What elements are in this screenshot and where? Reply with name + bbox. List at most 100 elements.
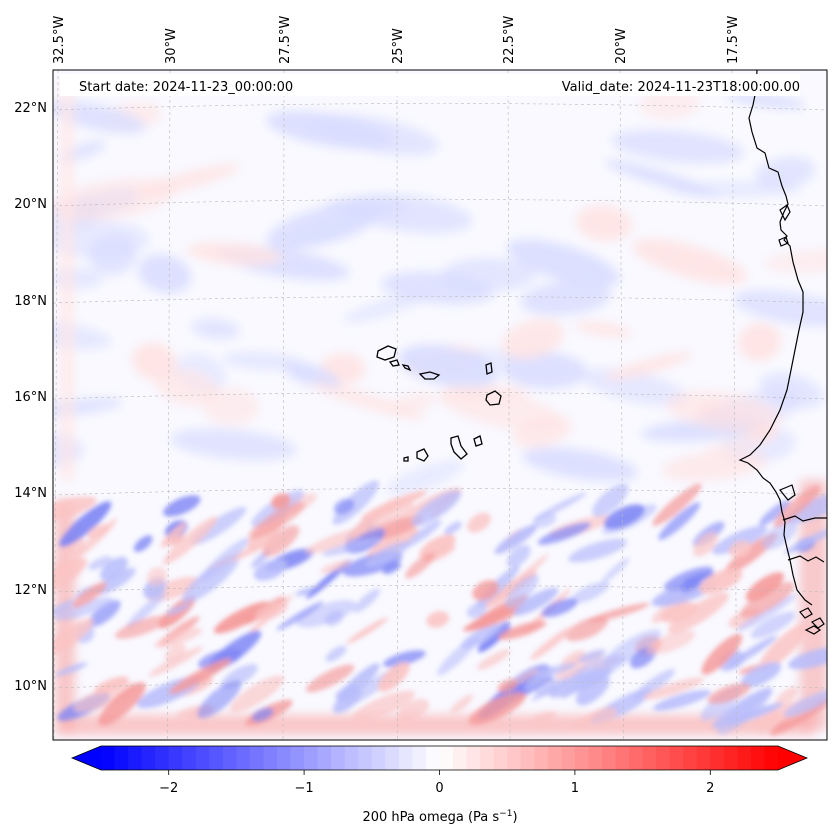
parallel: [53, 392, 827, 400]
field-smooth: [53, 80, 827, 735]
coastline: [738, 70, 827, 635]
latitude-labels: 22°N 20°N 18°N 16°N 14°N 12°N 10°N: [14, 101, 47, 694]
island-santa-luzia: [401, 364, 412, 372]
colorbar-segment: [696, 746, 711, 770]
colorbar-segment: [371, 746, 386, 770]
colorbar-segment: [534, 746, 549, 770]
colorbar-segment: [425, 746, 441, 770]
colorbar-segment: [249, 746, 265, 770]
colorbar-segment: [195, 746, 210, 770]
colorbar-segment: [141, 746, 156, 770]
colorbar-segment: [114, 746, 129, 770]
colorbar-ticks: −2 −1 0 1 2: [159, 770, 714, 796]
colorbar-segment: [344, 746, 359, 770]
lat-label: 16°N: [14, 390, 47, 405]
island-maio: [473, 435, 483, 447]
colorbar-segment: [453, 746, 468, 770]
colorbar-segment: [331, 746, 346, 770]
meridian: [396, 70, 398, 740]
colorbar: −2 −1 0 1 2 200 hPa omega (Pa s−1): [70, 745, 809, 825]
island-boa-vista: [485, 390, 502, 406]
parallel: [53, 585, 827, 593]
lat-label: 20°N: [14, 197, 47, 212]
lon-label: 22.5°W: [502, 16, 517, 64]
colorbar-segment: [358, 746, 373, 770]
longitude-labels: 32.5°W 30°W 27.5°W 25°W 22.5°W 20°W 17.5°W: [52, 16, 741, 64]
start-date-label: Start date: 2024-11-23_00:00:00: [79, 80, 293, 95]
colorbar-segment: [764, 746, 779, 770]
meridian: [167, 70, 171, 740]
lat-label: 22°N: [14, 101, 47, 116]
lon-label: 25°W: [391, 28, 406, 64]
colorbar-segment: [236, 746, 251, 770]
colorbar-segment: [669, 746, 684, 770]
colorbar-segment: [263, 746, 278, 770]
colorbar-segment: [656, 746, 671, 770]
parallel: [53, 681, 827, 689]
colorbar-segment: [290, 746, 305, 770]
island-brava: [403, 456, 409, 462]
meridian: [282, 70, 285, 740]
colorbar-segment: [493, 746, 508, 770]
colorbar-outline: [70, 745, 809, 771]
lon-label: 32.5°W: [52, 16, 67, 64]
colorbar-segment: [683, 746, 698, 770]
colorbar-segment: [723, 746, 738, 770]
colorbar-segment: [507, 746, 522, 770]
colorbar-segment: [520, 746, 535, 770]
meridian: [507, 70, 511, 740]
colorbar-segment: [629, 746, 644, 770]
lon-label: 20°W: [614, 28, 629, 64]
island-sao-vicente: [388, 359, 400, 367]
map-gridlines: [53, 70, 827, 740]
colorbar-extend-max: [778, 746, 807, 770]
island-santiago: [450, 435, 468, 460]
colorbar-segment: [222, 746, 237, 770]
lon-label: 17.5°W: [726, 16, 741, 64]
colorbar-segments: [101, 746, 779, 770]
colorbar-segment: [574, 746, 590, 770]
island-sal: [485, 362, 493, 375]
lon-label: 30°W: [164, 28, 179, 64]
colorbar-segment: [466, 746, 481, 770]
colorbar-segment: [480, 746, 495, 770]
meridian: [53, 70, 59, 740]
meridian: [731, 70, 738, 740]
colorbar-tick-label: 1: [571, 781, 579, 796]
colorbar-segment: [182, 746, 197, 770]
lat-label: 14°N: [14, 486, 47, 501]
colorbar-segment: [588, 746, 603, 770]
parallel: [53, 103, 827, 111]
header-box: [60, 74, 800, 96]
field-detail: [53, 480, 827, 735]
colorbar-segment: [101, 746, 116, 770]
meridian: [619, 70, 624, 740]
colorbar-segment: [155, 746, 170, 770]
colorbar-label: 200 hPa omega (Pa s−1): [362, 809, 517, 825]
valid-date-label: Valid_date: 2024-11-23T18:00:00.00: [562, 80, 800, 95]
colorbar-segment: [385, 746, 400, 770]
colorbar-segment: [304, 746, 319, 770]
island-sao-nicolau: [418, 371, 441, 380]
colorbar-segment: [750, 746, 766, 770]
lat-label: 18°N: [14, 294, 47, 309]
colorbar-segment: [561, 746, 576, 770]
lat-label: 12°N: [14, 583, 47, 598]
colorbar-segment: [642, 746, 657, 770]
lon-label: 27.5°W: [278, 16, 293, 64]
colorbar-segment: [737, 746, 752, 770]
colorbar-tick-label: −2: [159, 781, 178, 796]
colorbar-segment: [439, 746, 454, 770]
colorbar-segment: [710, 746, 725, 770]
colorbar-tick-label: 0: [435, 781, 443, 796]
lat-label: 10°N: [14, 679, 47, 694]
colorbar-tick-label: −1: [295, 781, 314, 796]
colorbar-tick-label: 2: [706, 781, 714, 796]
colorbar-segment: [398, 746, 414, 770]
colorbar-segment: [209, 746, 224, 770]
colorbar-segment: [317, 746, 332, 770]
colorbar-segment: [601, 746, 617, 770]
colorbar-segment: [128, 746, 143, 770]
parallel: [53, 488, 827, 496]
